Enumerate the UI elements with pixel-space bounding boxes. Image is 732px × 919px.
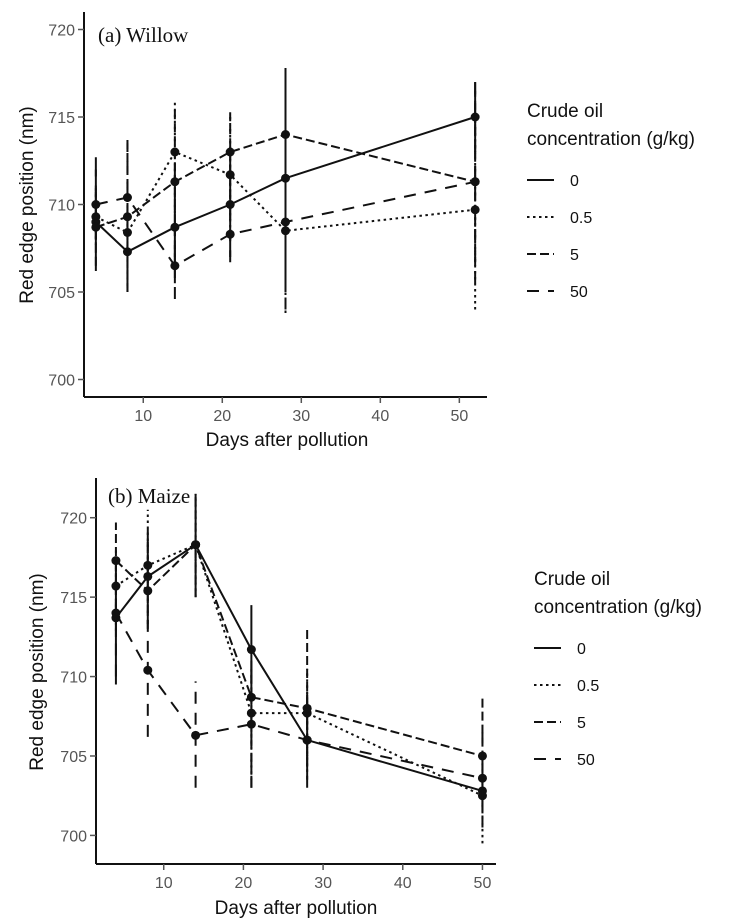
maize-legend-title-line2: concentration (g/kg) bbox=[534, 597, 702, 618]
maize-legend-label: 0 bbox=[577, 641, 586, 658]
maize-x-ticks: 10 20 30 40 50 bbox=[155, 864, 492, 892]
maize-series-line bbox=[115, 543, 483, 792]
maize-series-line bbox=[115, 543, 483, 797]
maize-series-line bbox=[115, 612, 483, 780]
willow-x-ticks: 10 20 30 40 50 bbox=[134, 397, 468, 425]
maize-series-0 bbox=[111, 493, 487, 812]
willow-y-tick-label: 720 bbox=[48, 23, 75, 40]
maize-legend-title-line1: Crude oil bbox=[534, 569, 610, 590]
willow-series-line bbox=[95, 116, 476, 253]
maize-series-0.5 bbox=[111, 493, 487, 844]
maize-x-tick-label: 50 bbox=[474, 875, 492, 892]
maize-legend-label: 5 bbox=[577, 715, 586, 732]
maize-x-axis-title: Days after pollution bbox=[215, 898, 378, 919]
willow-y-tick-label: 710 bbox=[48, 198, 75, 215]
willow-y-tick-label: 705 bbox=[48, 285, 75, 302]
willow-data-point bbox=[225, 229, 235, 239]
willow-data-layer bbox=[91, 68, 480, 313]
maize-legend-label: 50 bbox=[577, 752, 595, 769]
willow-legend-label: 50 bbox=[570, 284, 588, 301]
maize-data-point bbox=[246, 645, 256, 655]
willow-data-point bbox=[225, 170, 235, 180]
willow-data-point bbox=[91, 222, 101, 232]
willow-series-50 bbox=[91, 82, 480, 310]
maize-data-point bbox=[477, 773, 487, 783]
willow-x-tick-label: 50 bbox=[450, 408, 468, 425]
maize-series-50 bbox=[111, 557, 487, 828]
willow-legend-title-line1: Crude oil bbox=[527, 101, 603, 122]
willow-y-axis-title: Red edge position (nm) bbox=[17, 106, 38, 304]
maize-data-point bbox=[191, 540, 201, 550]
willow-y-tick-label: 700 bbox=[48, 373, 75, 390]
willow-y-tick-label: 715 bbox=[48, 110, 75, 127]
willow-x-tick-label: 20 bbox=[213, 408, 231, 425]
willow-legend-title-line2: concentration (g/kg) bbox=[527, 129, 695, 150]
willow-data-point bbox=[225, 200, 235, 209]
maize-data-point bbox=[143, 560, 153, 570]
maize-y-tick-label: 700 bbox=[60, 828, 87, 845]
willow-data-point bbox=[91, 200, 101, 209]
maize-legend-entries: 0 0.5 5 50 bbox=[534, 641, 599, 769]
willow-legend-label: 5 bbox=[570, 247, 579, 264]
maize-series-5 bbox=[111, 493, 487, 812]
maize-y-tick-label: 705 bbox=[60, 749, 87, 766]
maize-legend-label: 0.5 bbox=[577, 678, 599, 695]
willow-legend-entries: 0 0.5 5 50 bbox=[527, 173, 592, 301]
willow-data-point bbox=[170, 261, 180, 271]
willow-x-axis-title: Days after pollution bbox=[206, 430, 369, 451]
maize-legend: Crude oil concentration (g/kg) 0 0.5 5 50 bbox=[534, 569, 702, 769]
maize-data-point bbox=[143, 586, 153, 596]
willow-x-tick-label: 30 bbox=[292, 408, 310, 425]
willow-y-ticks: 700 705 710 715 720 bbox=[48, 23, 84, 390]
maize-x-tick-label: 40 bbox=[394, 875, 412, 892]
maize-data-layer bbox=[111, 493, 487, 844]
maize-data-point bbox=[302, 735, 312, 745]
willow-data-point bbox=[225, 147, 235, 157]
willow-data-point bbox=[170, 177, 180, 187]
maize-data-point bbox=[143, 665, 153, 675]
maize-data-point bbox=[111, 608, 121, 618]
maize-y-tick-label: 720 bbox=[60, 511, 87, 528]
willow-x-tick-label: 40 bbox=[371, 408, 389, 425]
maize-data-point bbox=[302, 703, 312, 713]
maize-x-tick-label: 30 bbox=[314, 875, 332, 892]
maize-y-tick-label: 710 bbox=[60, 670, 87, 687]
maize-y-tick-label: 715 bbox=[60, 590, 87, 607]
maize-panel-title: (b) Maize bbox=[108, 484, 190, 508]
willow-data-point bbox=[281, 217, 290, 227]
willow-series-line bbox=[95, 133, 476, 229]
maize-y-ticks: 700 705 710 715 720 bbox=[60, 511, 96, 845]
willow-panel-title: (a) Willow bbox=[98, 23, 189, 47]
maize-data-point bbox=[191, 730, 201, 740]
maize-x-tick-label: 10 bbox=[155, 875, 173, 892]
maize-x-tick-label: 20 bbox=[235, 875, 253, 892]
willow-legend: Crude oil concentration (g/kg) 0 0.5 5 50 bbox=[527, 101, 695, 301]
willow-data-point bbox=[470, 177, 480, 187]
willow-data-point bbox=[122, 193, 132, 202]
willow-legend-label: 0.5 bbox=[570, 210, 592, 227]
maize-data-point bbox=[246, 719, 256, 729]
willow-series-line bbox=[95, 180, 476, 267]
maize-series-line bbox=[115, 543, 483, 757]
maize-y-axis-title: Red edge position (nm) bbox=[27, 573, 48, 771]
willow-legend-label: 0 bbox=[570, 173, 579, 190]
willow-x-tick-label: 10 bbox=[134, 408, 152, 425]
willow-data-point bbox=[122, 212, 132, 222]
